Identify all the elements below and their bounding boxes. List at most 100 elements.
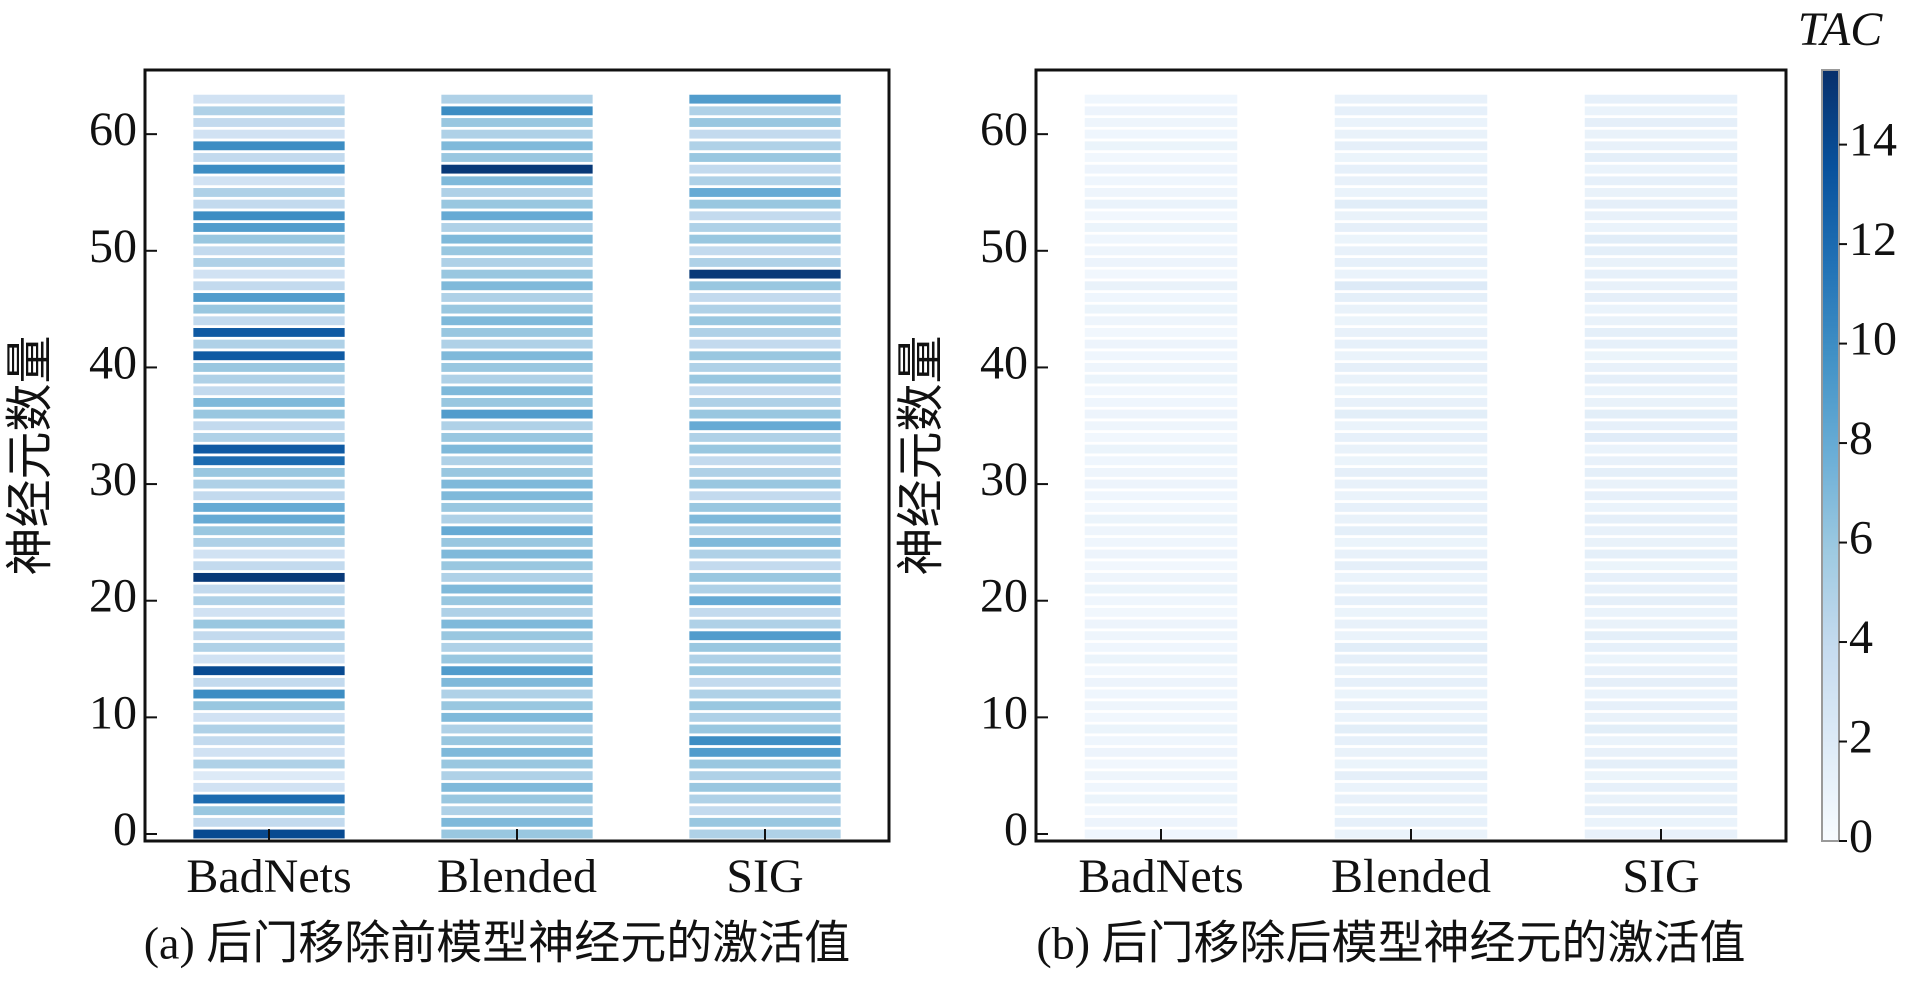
y-tick-label: 40 xyxy=(980,336,1028,389)
cell xyxy=(193,794,345,804)
cell xyxy=(1584,386,1738,396)
cell xyxy=(1334,351,1488,361)
cell xyxy=(689,677,841,687)
y-axis-label: 神经元数量 xyxy=(895,335,948,575)
y-tick-label: 0 xyxy=(113,803,137,856)
cell xyxy=(441,689,593,699)
cell xyxy=(193,293,345,302)
cell xyxy=(689,258,841,267)
cell xyxy=(1584,736,1738,746)
plot-frame xyxy=(143,68,891,843)
cell xyxy=(441,118,593,127)
cell xyxy=(193,304,345,314)
cell xyxy=(1584,654,1738,664)
cell xyxy=(689,736,841,746)
colorbar-label: TAC xyxy=(1798,3,1883,56)
cell xyxy=(441,316,593,326)
colorbar-tick-label: 14 xyxy=(1849,114,1897,167)
cell xyxy=(441,584,593,594)
cell xyxy=(689,712,841,722)
cell xyxy=(1084,293,1238,302)
y-tick-label: 30 xyxy=(89,453,137,506)
cell xyxy=(689,164,841,174)
cell xyxy=(1584,607,1738,617)
cell xyxy=(1084,631,1238,641)
plot-frame xyxy=(1034,68,1788,843)
cell xyxy=(1334,421,1488,431)
y-tick-label: 30 xyxy=(980,453,1028,506)
cell xyxy=(1084,654,1238,664)
y-tick-label: 60 xyxy=(89,103,137,156)
cell xyxy=(1084,526,1238,536)
cell xyxy=(441,467,593,477)
cell xyxy=(1584,619,1738,629)
cell xyxy=(193,561,345,571)
cell xyxy=(689,176,841,186)
cell xyxy=(1334,328,1488,337)
cell xyxy=(689,409,841,419)
cell xyxy=(193,339,345,349)
cell xyxy=(1084,467,1238,477)
cell xyxy=(1584,304,1738,314)
cell xyxy=(1584,363,1738,372)
cell xyxy=(1584,211,1738,221)
cell xyxy=(193,514,345,524)
cell xyxy=(689,269,841,279)
cell xyxy=(1334,129,1488,139)
cell xyxy=(193,817,345,827)
cell xyxy=(193,596,345,606)
cell xyxy=(193,631,345,641)
cell xyxy=(689,374,841,384)
cell xyxy=(1084,724,1238,734)
cell xyxy=(193,374,345,384)
caption: (a) 后门移除前模型神经元的激活值 xyxy=(144,918,851,969)
cell xyxy=(1334,584,1488,594)
x-tick-label: Blended xyxy=(437,850,597,903)
cell xyxy=(441,456,593,466)
cell xyxy=(689,491,841,501)
cell xyxy=(441,596,593,606)
cell xyxy=(1584,689,1738,699)
cell xyxy=(1584,561,1738,571)
cell xyxy=(1334,759,1488,769)
cell xyxy=(1334,502,1488,512)
cell xyxy=(1084,339,1238,349)
cell xyxy=(689,188,841,197)
cell xyxy=(193,409,345,419)
cell xyxy=(193,701,345,711)
cell xyxy=(1334,596,1488,606)
cell xyxy=(1584,328,1738,337)
cell xyxy=(1584,526,1738,536)
cell xyxy=(193,176,345,186)
cell xyxy=(193,736,345,746)
cell xyxy=(1084,374,1238,384)
y-tick-label: 50 xyxy=(89,220,137,273)
cell xyxy=(1584,118,1738,127)
cell xyxy=(689,129,841,139)
cell xyxy=(441,409,593,419)
cell xyxy=(1584,549,1738,559)
cell xyxy=(1084,106,1238,116)
cell xyxy=(1334,316,1488,326)
cell xyxy=(1584,223,1738,232)
cell xyxy=(441,736,593,746)
cell xyxy=(1584,759,1738,769)
cell xyxy=(441,794,593,804)
cell xyxy=(1084,549,1238,559)
cell xyxy=(689,526,841,536)
cell xyxy=(1084,747,1238,757)
cell xyxy=(193,351,345,361)
cell xyxy=(193,537,345,547)
cell xyxy=(441,293,593,302)
cell xyxy=(1084,188,1238,197)
cell xyxy=(441,479,593,489)
cell xyxy=(689,607,841,617)
cell xyxy=(1084,771,1238,781)
cell xyxy=(193,316,345,326)
cell xyxy=(1584,141,1738,151)
cell xyxy=(1584,164,1738,174)
cell xyxy=(1584,502,1738,512)
cell xyxy=(1584,444,1738,454)
cell xyxy=(193,129,345,139)
colorbar-tick-label: 12 xyxy=(1849,213,1897,266)
